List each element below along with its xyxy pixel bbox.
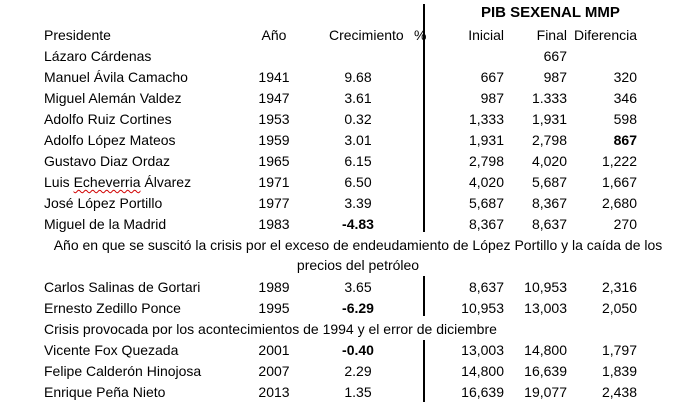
president-name: Manuel Ávila Camacho <box>44 69 188 85</box>
growth-value: 3.39 <box>344 195 372 211</box>
initial-value: 2,798 <box>468 153 504 169</box>
header-president: Presidente <box>44 27 111 43</box>
president-name: Ernesto Zedillo Ponce <box>44 300 181 316</box>
president-name: Enrique Peña Nieto <box>44 384 166 400</box>
final-value: 4,020 <box>531 153 567 169</box>
president-name: Vicente Fox Quezada <box>44 342 179 358</box>
difference-value: 346 <box>613 90 637 106</box>
header-final: Final <box>536 27 567 43</box>
final-value: 10,953 <box>524 279 567 295</box>
final-value: 667 <box>543 48 567 64</box>
initial-value: 1,333 <box>468 111 504 127</box>
year-value: 1971 <box>258 174 290 190</box>
difference-value: 320 <box>613 69 637 85</box>
initial-value: 987 <box>480 90 504 106</box>
president-name: Carlos Salinas de Gortari <box>44 279 201 295</box>
final-value: 8,367 <box>531 195 567 211</box>
year-value: 1989 <box>258 279 290 295</box>
year-value: 1977 <box>258 195 290 211</box>
initial-value: 13,003 <box>461 342 504 358</box>
column-divider-top <box>423 4 425 232</box>
year-value: 1965 <box>258 153 290 169</box>
header-growth: Crecimiento <box>329 27 404 43</box>
initial-value: 667 <box>480 69 504 85</box>
difference-value: 2,050 <box>601 300 637 316</box>
growth-value: 9.68 <box>344 69 372 85</box>
final-value: 16,639 <box>524 363 567 379</box>
final-value: 5,687 <box>531 174 567 190</box>
year-value: 1959 <box>258 132 290 148</box>
growth-value: 3.61 <box>344 90 372 106</box>
president-name: Luis Echeverria Álvarez <box>44 174 191 190</box>
president-name: Adolfo López Mateos <box>44 132 176 148</box>
president-name: Miguel Alemán Valdez <box>44 90 182 106</box>
year-value: 2013 <box>258 384 290 400</box>
header-percent: % <box>414 27 427 43</box>
growth-value: 3.65 <box>344 279 372 295</box>
year-value: 1947 <box>258 90 290 106</box>
difference-value: 1,667 <box>601 174 637 190</box>
header-year: Año <box>261 27 287 43</box>
year-value: 2007 <box>258 363 290 379</box>
president-name: Miguel de la Madrid <box>44 216 167 232</box>
year-value: 1983 <box>258 216 290 232</box>
initial-value: 4,020 <box>468 174 504 190</box>
difference-value: 1,222 <box>601 153 637 169</box>
final-value: 1.333 <box>531 90 567 106</box>
final-value: 19,077 <box>524 384 567 400</box>
growth-value: 3.01 <box>344 132 372 148</box>
growth-value: 6.50 <box>344 174 372 190</box>
header-difference: Diferencia <box>573 27 637 43</box>
growth-value: 6.15 <box>344 153 372 169</box>
final-value: 13,003 <box>524 300 567 316</box>
growth-value: -4.83 <box>342 216 374 232</box>
crisis-note-1983: Año en que se suscitó la crisis por el e… <box>53 237 663 273</box>
initial-value: 1,931 <box>468 132 504 148</box>
column-divider-middle <box>423 276 425 316</box>
column-divider-bottom <box>423 340 425 402</box>
initial-value: 8,637 <box>468 279 504 295</box>
initial-value: 5,687 <box>468 195 504 211</box>
difference-value: 598 <box>613 111 637 127</box>
year-value: 1941 <box>258 69 290 85</box>
year-value: 2001 <box>258 342 290 358</box>
president-name: Adolfo Ruiz Cortines <box>44 111 172 127</box>
difference-value: 1,839 <box>601 363 637 379</box>
final-value: 8,637 <box>531 216 567 232</box>
growth-value: 2.29 <box>344 363 372 379</box>
growth-value: -0.40 <box>342 342 374 358</box>
final-value: 1,931 <box>531 111 567 127</box>
difference-value: 2,680 <box>601 195 637 211</box>
president-name: Gustavo Diaz Ordaz <box>44 153 171 169</box>
difference-value: 270 <box>613 216 637 232</box>
header-initial: Inicial <box>468 27 504 43</box>
initial-value: 14,800 <box>461 363 504 379</box>
growth-value: 0.32 <box>344 111 372 127</box>
year-value: 1995 <box>258 300 290 316</box>
president-name: Felipe Calderón Hinojosa <box>44 363 202 379</box>
initial-value: 10,953 <box>461 300 504 316</box>
spellcheck-word: Echeverria <box>73 174 141 190</box>
final-value: 14,800 <box>524 342 567 358</box>
growth-value: -6.29 <box>342 300 374 316</box>
difference-value: 867 <box>613 132 637 148</box>
table-title: PIB SEXENAL MMP <box>481 4 620 21</box>
final-value: 2,798 <box>531 132 567 148</box>
difference-value: 2,438 <box>601 384 637 400</box>
difference-value: 1,797 <box>601 342 637 358</box>
growth-value: 1.35 <box>344 384 372 400</box>
crisis-note-1994: Crisis provocada por los acontecimientos… <box>44 321 497 337</box>
president-name-part: Álvarez <box>140 174 192 190</box>
initial-value: 8,367 <box>468 216 504 232</box>
president-name: José López Portillo <box>44 195 163 211</box>
final-value: 987 <box>543 69 567 85</box>
year-value: 1953 <box>258 111 290 127</box>
initial-value: 16,639 <box>461 384 504 400</box>
president-name-part: Luis <box>44 174 74 190</box>
difference-value: 2,316 <box>601 279 637 295</box>
president-name: Lázaro Cárdenas <box>44 48 152 64</box>
